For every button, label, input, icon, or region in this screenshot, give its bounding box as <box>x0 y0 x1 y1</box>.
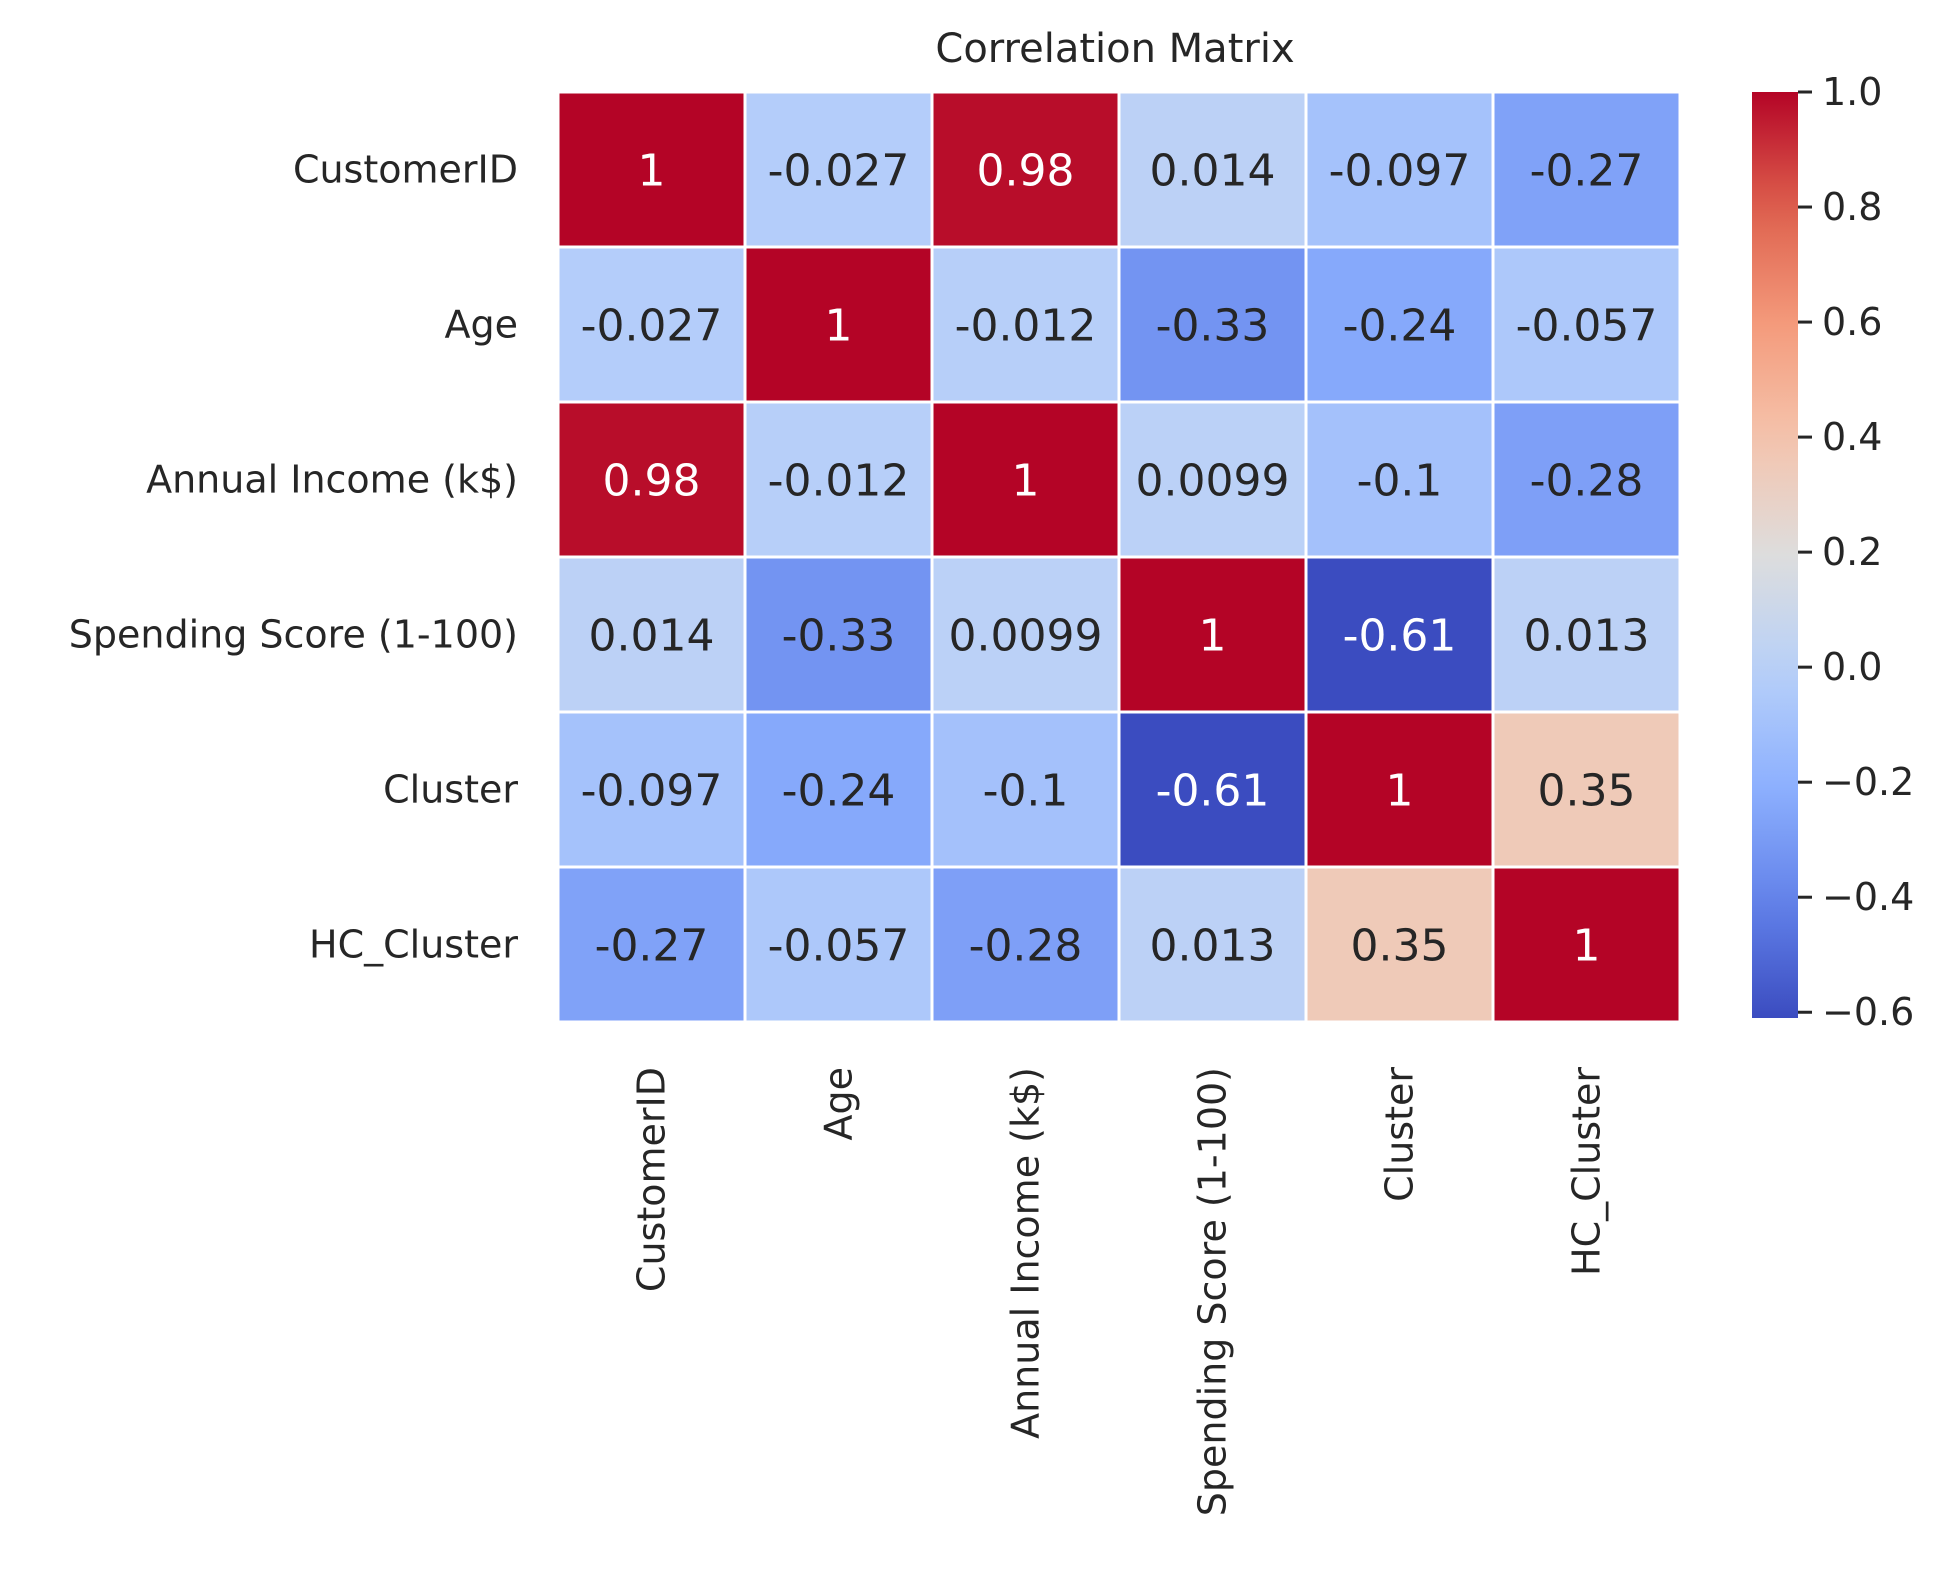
heatmap-annotations: 1 -0.027 0.98 0.014 -0.097 -0.27 -0.027 1 -0.012… <box>581 146 1658 972</box>
x-tick-label-age: Age <box>817 1067 861 1141</box>
cell-annotation-cluster-cluster: 1 <box>1386 766 1414 817</box>
x-tick-label-spending-score-1-100: Spending Score (1-100) <box>1191 1067 1235 1516</box>
colorbar: 1.0 0.8 0.6 0.4 0.2 0.0 −0.2 −0.4 −0.6 <box>1752 70 1914 1034</box>
heatmap-cell-customerid-annual-income-k <box>930 90 1121 249</box>
cell-annotation-customerid-age: -0.027 <box>768 146 910 197</box>
x-tick-label-annual-income-k: Annual Income (k$) <box>1004 1067 1048 1439</box>
cell-annotation-hc-cluster-customerid: -0.27 <box>595 921 709 972</box>
heatmap-cell-customerid-customerid <box>556 90 747 249</box>
heatmap-cell-hc-cluster-customerid <box>556 865 747 1024</box>
heatmap-cell-cluster-spending-score-1-100 <box>1117 710 1308 869</box>
cell-annotation-spending-score-1-100-customerid: 0.014 <box>589 611 715 662</box>
colorbar-gradient <box>1752 92 1798 1018</box>
cell-annotation-age-cluster: -0.24 <box>1343 301 1457 352</box>
y-tick-label-age: Age <box>445 303 519 347</box>
cell-annotation-customerid-customerid: 1 <box>638 146 666 197</box>
heatmap-cell-age-hc-cluster <box>1491 245 1682 404</box>
colorbar-tick-label: −0.2 <box>1822 760 1914 804</box>
heatmap-cell-spending-score-1-100-customerid <box>556 555 747 714</box>
x-tick-label-customerid: CustomerID <box>630 1067 674 1292</box>
heatmap-cell-cluster-customerid <box>556 710 747 869</box>
colorbar-tick-label: −0.6 <box>1822 990 1914 1034</box>
cell-annotation-spending-score-1-100-annual-income-k: 0.0099 <box>949 611 1103 662</box>
cell-annotation-annual-income-k-age: -0.012 <box>768 456 910 507</box>
x-tick-label-cluster: Cluster <box>1378 1067 1422 1202</box>
y-tick-label-spending-score-1-100: Spending Score (1-100) <box>69 613 518 657</box>
colorbar-tick-label: 1.0 <box>1822 70 1882 114</box>
cell-annotation-age-customerid: -0.027 <box>581 301 723 352</box>
heatmap-cell-cluster-hc-cluster <box>1491 710 1682 869</box>
cell-annotation-hc-cluster-hc-cluster: 1 <box>1573 921 1601 972</box>
y-tick-label-cluster: Cluster <box>383 768 518 812</box>
cell-annotation-customerid-cluster: -0.097 <box>1329 146 1471 197</box>
colorbar-tick-label: 0.0 <box>1822 645 1882 689</box>
y-tick-label-customerid: CustomerID <box>293 148 518 192</box>
y-tick-label-annual-income-k: Annual Income (k$) <box>146 458 518 502</box>
cell-annotation-spending-score-1-100-cluster: -0.61 <box>1343 611 1457 662</box>
cell-annotation-spending-score-1-100-hc-cluster: 0.013 <box>1524 611 1650 662</box>
cell-annotation-annual-income-k-annual-income-k: 1 <box>1012 456 1040 507</box>
heatmap-cell-annual-income-k-spending-score-1-100 <box>1117 400 1308 559</box>
x-tick-labels: CustomerID Age Annual Income (k$) Spending … <box>630 1067 1609 1517</box>
cell-annotation-age-age: 1 <box>825 301 853 352</box>
heatmap-cell-age-age <box>743 245 934 404</box>
heatmap-cell-hc-cluster-hc-cluster <box>1491 865 1682 1024</box>
cell-annotation-age-spending-score-1-100: -0.33 <box>1156 301 1270 352</box>
cell-annotation-hc-cluster-age: -0.057 <box>768 921 910 972</box>
cell-annotation-cluster-hc-cluster: 0.35 <box>1538 766 1636 817</box>
cell-annotation-customerid-spending-score-1-100: 0.014 <box>1150 146 1276 197</box>
heatmap-cell-spending-score-1-100-annual-income-k <box>930 555 1121 714</box>
heatmap-cell-annual-income-k-cluster <box>1304 400 1495 559</box>
heatmap-cell-annual-income-k-hc-cluster <box>1491 400 1682 559</box>
heatmap-cell-cluster-cluster <box>1304 710 1495 869</box>
cell-annotation-spending-score-1-100-age: -0.33 <box>782 611 896 662</box>
cell-annotation-hc-cluster-cluster: 0.35 <box>1351 921 1449 972</box>
y-tick-label-hc-cluster: HC_Cluster <box>309 923 518 967</box>
chart-title: Correlation Matrix <box>935 26 1294 72</box>
heatmap-cell-hc-cluster-cluster <box>1304 865 1495 1024</box>
heatmap-cell-customerid-age <box>743 90 934 249</box>
heatmap-cell-spending-score-1-100-spending-score-1-100 <box>1117 555 1308 714</box>
cell-annotation-annual-income-k-customerid: 0.98 <box>603 456 701 507</box>
heatmap-cells <box>556 90 1682 1024</box>
cell-annotation-cluster-customerid: -0.097 <box>581 766 723 817</box>
cell-annotation-annual-income-k-spending-score-1-100: 0.0099 <box>1136 456 1290 507</box>
heatmap-cell-cluster-annual-income-k <box>930 710 1121 869</box>
colorbar-tick-label: −0.4 <box>1822 875 1914 919</box>
cell-annotation-hc-cluster-spending-score-1-100: 0.013 <box>1150 921 1276 972</box>
heatmap-cell-spending-score-1-100-hc-cluster <box>1491 555 1682 714</box>
cell-annotation-age-annual-income-k: -0.012 <box>955 301 1097 352</box>
cell-annotation-hc-cluster-annual-income-k: -0.28 <box>969 921 1083 972</box>
heatmap-cell-spending-score-1-100-cluster <box>1304 555 1495 714</box>
x-tick-label-hc-cluster: HC_Cluster <box>1565 1067 1609 1276</box>
colorbar-tick-label: 0.8 <box>1822 185 1882 229</box>
cell-annotation-customerid-annual-income-k: 0.98 <box>977 146 1075 197</box>
cell-annotation-cluster-annual-income-k: -0.1 <box>983 766 1069 817</box>
cell-annotation-annual-income-k-cluster: -0.1 <box>1357 456 1443 507</box>
y-tick-labels: CustomerID Age Annual Income (k$) Spending … <box>69 148 519 967</box>
colorbar-tick-label: 0.4 <box>1822 415 1882 459</box>
cell-annotation-customerid-hc-cluster: -0.27 <box>1530 146 1644 197</box>
cell-annotation-cluster-age: -0.24 <box>782 766 896 817</box>
cell-annotation-age-hc-cluster: -0.057 <box>1516 301 1658 352</box>
cell-annotation-annual-income-k-hc-cluster: -0.28 <box>1530 456 1644 507</box>
colorbar-tick-label: 0.2 <box>1822 530 1882 574</box>
heatmap-cell-hc-cluster-spending-score-1-100 <box>1117 865 1308 1024</box>
heatmap-cell-annual-income-k-age <box>743 400 934 559</box>
heatmap-cell-customerid-hc-cluster <box>1491 90 1682 249</box>
heatmap-cell-age-spending-score-1-100 <box>1117 245 1308 404</box>
heatmap-cell-spending-score-1-100-age <box>743 555 934 714</box>
cell-annotation-cluster-spending-score-1-100: -0.61 <box>1156 766 1270 817</box>
colorbar-tick-label: 0.6 <box>1822 300 1882 344</box>
cell-annotation-spending-score-1-100-spending-score-1-100: 1 <box>1199 611 1227 662</box>
